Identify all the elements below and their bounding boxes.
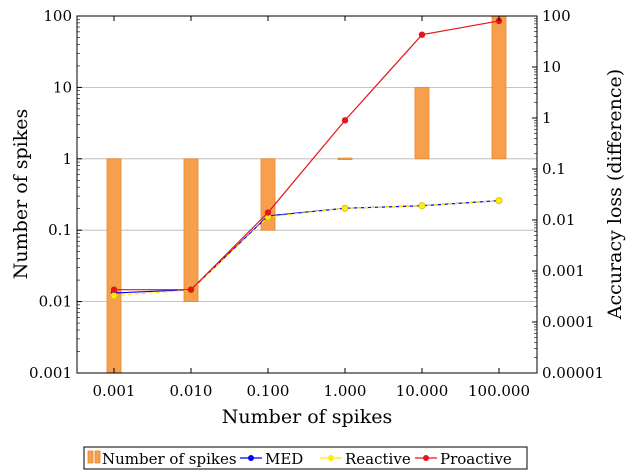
plot-frame — [76, 15, 538, 374]
marker-reactive-0 — [110, 292, 118, 300]
legend-box — [83, 446, 528, 470]
left-tick-label-1: 0.01 — [39, 293, 72, 311]
grid-lines — [77, 15, 537, 374]
left-tick-label-0: 0.001 — [29, 364, 72, 382]
x-axis-label: Number of spikes — [222, 406, 392, 428]
right-tick-label-5: 1 — [542, 109, 552, 127]
right-axis-ticks: 0.00001 0.0001 0.001 0.01 0.1 1 10 100 — [532, 7, 604, 382]
marker-proactive-0 — [110, 286, 118, 293]
marker-proactive-1 — [187, 286, 195, 293]
right-tick-label-1: 0.0001 — [542, 313, 595, 331]
right-tick-label-0: 0.00001 — [542, 364, 604, 382]
legend-label-proactive: Proactive — [440, 450, 512, 468]
bar-5 — [491, 15, 507, 160]
bar-2 — [260, 158, 276, 231]
legend-bar-swatch-2 — [94, 450, 101, 464]
bar-4 — [414, 87, 430, 160]
left-tick-label-4: 10 — [53, 78, 72, 96]
legend-label-bars: Number of spikes — [102, 450, 237, 468]
x-tick-label-5: 100.000 — [468, 382, 530, 400]
x-tick-label-2: 0.100 — [247, 382, 290, 400]
series-line-med — [113, 200, 500, 294]
x-axis-ticks: 0.001 0.010 0.100 1.000 10.000 100.000 — [93, 16, 530, 400]
series-lines — [110, 17, 503, 300]
x-tick-label-3: 1.000 — [324, 382, 367, 400]
bars — [106, 15, 507, 374]
marker-reactive-5 — [495, 197, 503, 205]
legend-label-med: MED — [265, 450, 303, 468]
left-tick-label-2: 0.1 — [48, 221, 72, 239]
marker-proactive-2 — [264, 209, 272, 216]
bar-0 — [106, 158, 122, 374]
legend-marker-reactive — [328, 455, 334, 461]
right-axis-label: Accuracy loss (difference) — [604, 69, 626, 320]
legend-label-reactive: Reactive — [345, 450, 411, 468]
legend-marker-proactive — [423, 455, 429, 461]
x-tick-label-1: 0.010 — [170, 382, 213, 400]
legend-marker-med — [248, 455, 254, 461]
right-tick-label-6: 10 — [542, 58, 561, 76]
left-tick-label-3: 1 — [62, 150, 72, 168]
series-line-reactive — [113, 200, 500, 297]
right-tick-label-7: 100 — [542, 7, 571, 25]
left-tick-label-5: 100 — [43, 7, 72, 25]
marker-proactive-3 — [341, 117, 349, 124]
left-axis-ticks: 0.001 0.01 0.1 1 10 100 — [29, 7, 82, 382]
left-axis-label: Number of spikes — [10, 109, 32, 279]
marker-reactive-4 — [418, 202, 426, 210]
marker-proactive-4 — [418, 31, 426, 38]
legend-bar-swatch-1 — [87, 450, 94, 464]
bar-1 — [183, 158, 199, 303]
x-tick-label-0: 0.001 — [93, 382, 136, 400]
marker-reactive-3 — [341, 204, 349, 212]
legend: Number of spikes MED Reactive Proactive — [83, 446, 528, 470]
right-tick-label-4: 0.1 — [542, 160, 566, 178]
right-tick-label-2: 0.001 — [542, 262, 585, 280]
x-tick-label-4: 10.000 — [396, 382, 449, 400]
right-tick-label-3: 0.01 — [542, 211, 575, 229]
bar-3 — [337, 157, 353, 160]
series-line-proactive — [114, 20, 500, 291]
